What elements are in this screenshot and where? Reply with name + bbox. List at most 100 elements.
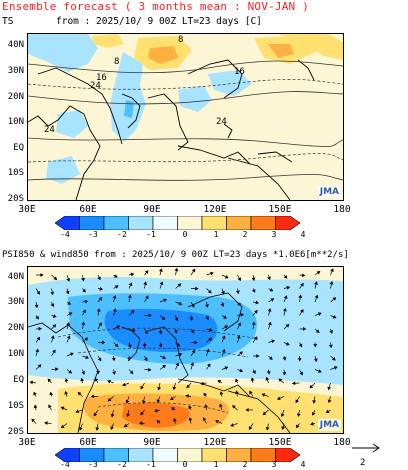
wind-vector-head [262,411,267,416]
wind-vector-head [236,290,240,295]
wind-vector-head [123,423,128,428]
ts-colorbar-bin [128,215,154,231]
ts-title-run-info: from : 2025/10/ 9 00Z LT=23 days [C] [56,16,262,27]
wind-vector-head [156,419,161,424]
wind-vector-head [267,308,272,312]
wind-vector-head [310,421,314,426]
wind-vector-head [110,426,114,430]
wind-vector-head [144,330,149,335]
ts-colorbar-tick: -1 [146,230,156,239]
wind-vector-head [271,339,276,344]
wind-vector-head [314,281,318,285]
ts-colorbar-tick: -3 [88,230,98,239]
wind-vector-head [208,337,213,342]
wind-vector-head [66,278,71,282]
wind-vector-head [98,297,103,301]
ts-y-label: EQ [13,143,24,153]
wind-vector-head [114,343,119,347]
wind-vector-head [280,413,285,418]
wind-vector-head [236,335,241,339]
psi-colorbar-bin [275,447,301,463]
reference-vector-label: 2 [360,458,366,468]
wind-vector-head [50,291,55,296]
wind-vector-head [188,417,193,421]
wind-vector-head [285,342,290,346]
wind-vector-head [111,357,116,362]
psi-negative-anomaly [104,308,218,353]
wind-vector-head [237,322,242,327]
ts-negative-anomaly [208,70,252,96]
wind-vector-head [265,426,270,431]
psi-colorbar [54,447,320,466]
wind-vector-head [90,394,95,399]
wind-vector-head [101,340,106,345]
reference-vector-arrow [352,443,380,453]
wind-vector-head [333,366,338,370]
wind-vector-head [224,366,229,370]
wind-vector-head [47,378,52,383]
wind-vector-head [170,396,174,400]
psi-x-label: 60E [79,437,97,448]
ts-x-label: 180 [333,204,351,215]
ts-dashed-contours [28,79,343,163]
wind-vector-head [174,267,179,272]
wind-vector-head [107,397,112,402]
wind-vector-head [139,421,143,426]
wind-vector-head [265,376,270,381]
wind-vector-head [268,321,272,326]
ts-jma-logo: JMA [317,186,341,198]
wind-vector-head [219,403,223,408]
psi-colorbar-bin [152,447,178,463]
wind-vector-head [278,378,283,383]
wind-vector-head [239,368,244,373]
wind-vector-head [190,329,195,334]
ts-colorbar-tick: 2 [242,230,248,239]
wind-vector-head [97,276,101,281]
ts-contour-label: 16 [96,73,107,83]
wind-vector-head [332,356,336,361]
psi-y-label: 30N [7,297,24,307]
wind-vector-head [112,308,117,312]
wind-vector-head [174,317,179,322]
wind-vector-head [143,281,148,285]
ts-x-label: 90E [143,204,161,215]
wind-vector-head [298,343,303,348]
wind-vector-head [251,288,256,293]
ts-positive-anomaly [148,46,178,64]
wind-vector-head [285,324,290,328]
wind-vector-head [75,409,80,414]
wind-vector-head [318,369,322,373]
psi-colorbar-bin [177,447,203,463]
wind-vector-head [313,343,318,348]
ts-contour-label: 16 [234,67,245,77]
ts-colorbar-bin [54,215,80,231]
wind-vector-head [116,325,121,329]
wind-vector-head [202,417,207,422]
ts-contour-label: 8 [114,57,119,67]
wind-vector-head [33,391,37,396]
ts-x-label: 30E [18,204,36,215]
wind-vector-head [270,298,275,302]
wind-vector-head [128,282,133,287]
wind-vector-head [286,285,291,290]
ts-x-label: 150E [268,204,292,215]
wind-vector-head [81,321,86,326]
wind-vector-head [96,370,101,375]
wind-vector-head [95,427,100,431]
wind-vector-head [232,405,236,409]
wind-vector-head [276,396,281,400]
wind-vector-head [237,302,241,307]
wind-vector-head [44,421,48,425]
wind-vector-head [176,343,180,347]
ts-y-label: 30N [7,66,24,76]
wind-vector-head [204,404,208,408]
wind-vector-head [172,386,177,391]
wind-vector-head [205,304,209,308]
wind-vector-head [52,349,56,354]
ts-colorbar-tick: 1 [213,230,219,239]
wind-vector-head [82,309,86,314]
wind-vector-head [261,393,266,397]
wind-vector-head [55,367,59,372]
ts-title-variable: TS [2,16,14,27]
wind-vector-head [190,362,195,366]
